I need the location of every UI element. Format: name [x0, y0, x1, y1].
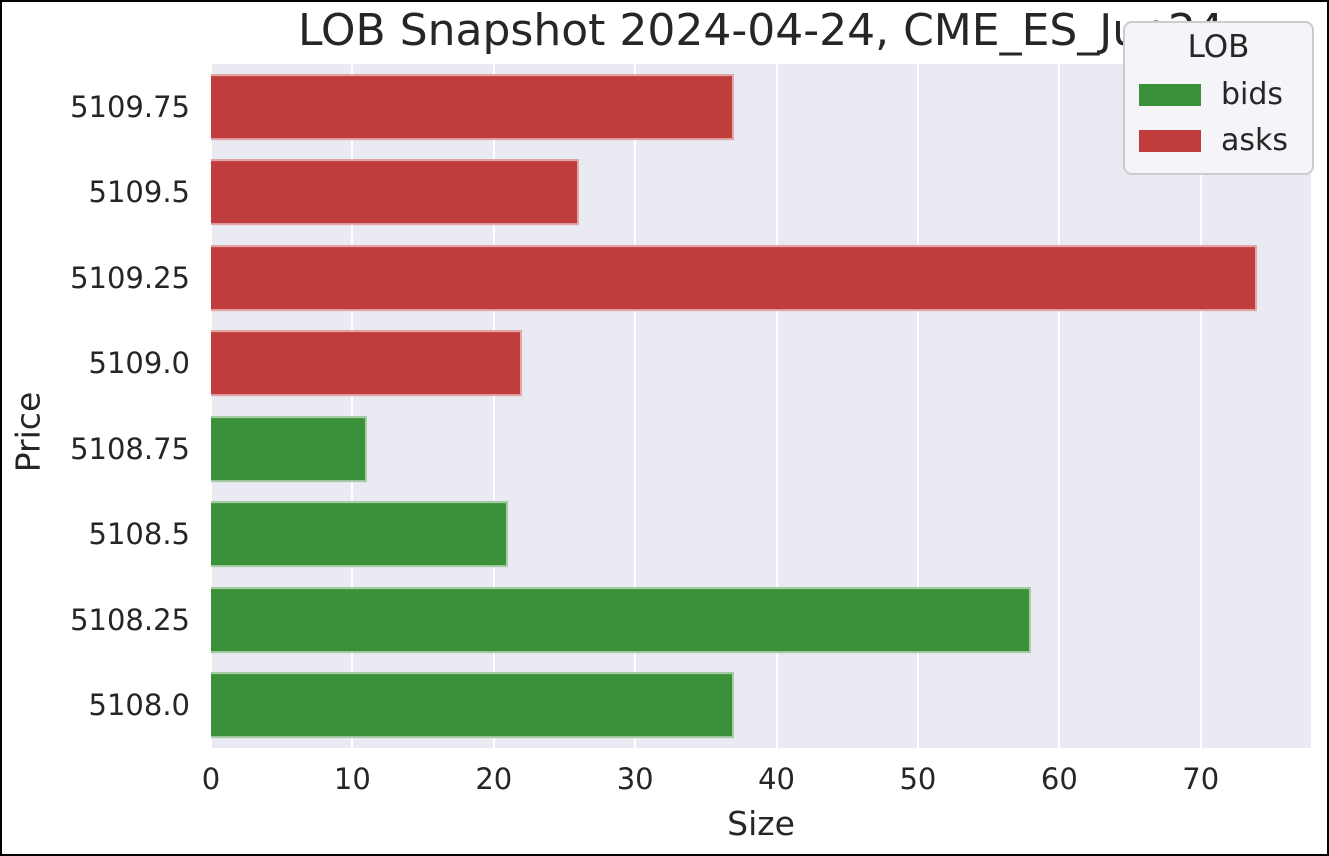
- bids-bar-5108.5: [211, 501, 508, 568]
- gridline-x-0: [210, 64, 212, 748]
- x-tick-label-10: 10: [333, 762, 371, 796]
- gridline-x-40: [775, 64, 778, 748]
- y-tick-label-5109.0: 5109.0: [88, 346, 190, 381]
- x-tick-label-40: 40: [758, 762, 795, 796]
- asks-bar-5109.75: [211, 73, 735, 140]
- y-tick-label-5108.25: 5108.25: [70, 602, 190, 637]
- y-tick-label-5109.25: 5109.25: [70, 260, 190, 295]
- gridline-x-70: [1199, 64, 1202, 748]
- x-tick-label-70: 70: [1182, 762, 1220, 796]
- gridline-x-50: [916, 64, 919, 748]
- legend-swatch-bids: [1139, 83, 1201, 106]
- legend-label-asks: asks: [1221, 123, 1289, 158]
- x-axis-ticks: 0 10 20 30 40 50 60 70: [202, 762, 1311, 800]
- legend-entries: bids asks: [1139, 78, 1298, 157]
- legend-entry-asks: asks: [1139, 124, 1298, 157]
- gridline-x-60: [1058, 64, 1061, 748]
- x-tick-label-30: 30: [616, 762, 654, 796]
- y-tick-label-5109.5: 5109.5: [88, 175, 190, 210]
- chart-title: LOB Snapshot 2024-04-24, CME_ES_Jun24: [297, 5, 1225, 56]
- plot-area: [210, 64, 1311, 748]
- y-tick-label-5108.0: 5108.0: [88, 688, 190, 723]
- y-axis-ticks: 5109.75 5109.5 5109.25 5109.0 5108.75 5108.5 5…: [2, 64, 190, 748]
- gridline-x-20: [492, 64, 495, 748]
- legend-label-bids: bids: [1221, 77, 1284, 112]
- gridline-x-10: [351, 64, 354, 748]
- bids-bar-5108.0: [211, 672, 735, 739]
- asks-bar-5109.0: [211, 330, 523, 397]
- asks-bar-5109.5: [211, 159, 579, 226]
- x-tick-label-50: 50: [899, 762, 937, 796]
- x-tick-label-20: 20: [475, 762, 513, 796]
- x-axis-label: Size: [727, 804, 795, 843]
- legend-entry-bids: bids: [1139, 78, 1298, 111]
- legend-title: LOB: [1187, 29, 1250, 65]
- bids-bar-5108.25: [211, 586, 1032, 653]
- x-tick-label-60: 60: [1040, 762, 1078, 796]
- y-tick-label-5108.5: 5108.5: [88, 517, 190, 552]
- y-tick-label-5108.75: 5108.75: [70, 431, 190, 466]
- legend-swatch-asks: [1139, 129, 1201, 152]
- y-tick-label-5109.75: 5109.75: [70, 89, 190, 124]
- x-tick-label-0: 0: [201, 762, 221, 796]
- asks-bar-5109.25: [211, 244, 1258, 311]
- bids-bar-5108.75: [211, 415, 367, 482]
- gridline-x-30: [634, 64, 637, 748]
- legend: LOB bids asks: [1123, 21, 1314, 175]
